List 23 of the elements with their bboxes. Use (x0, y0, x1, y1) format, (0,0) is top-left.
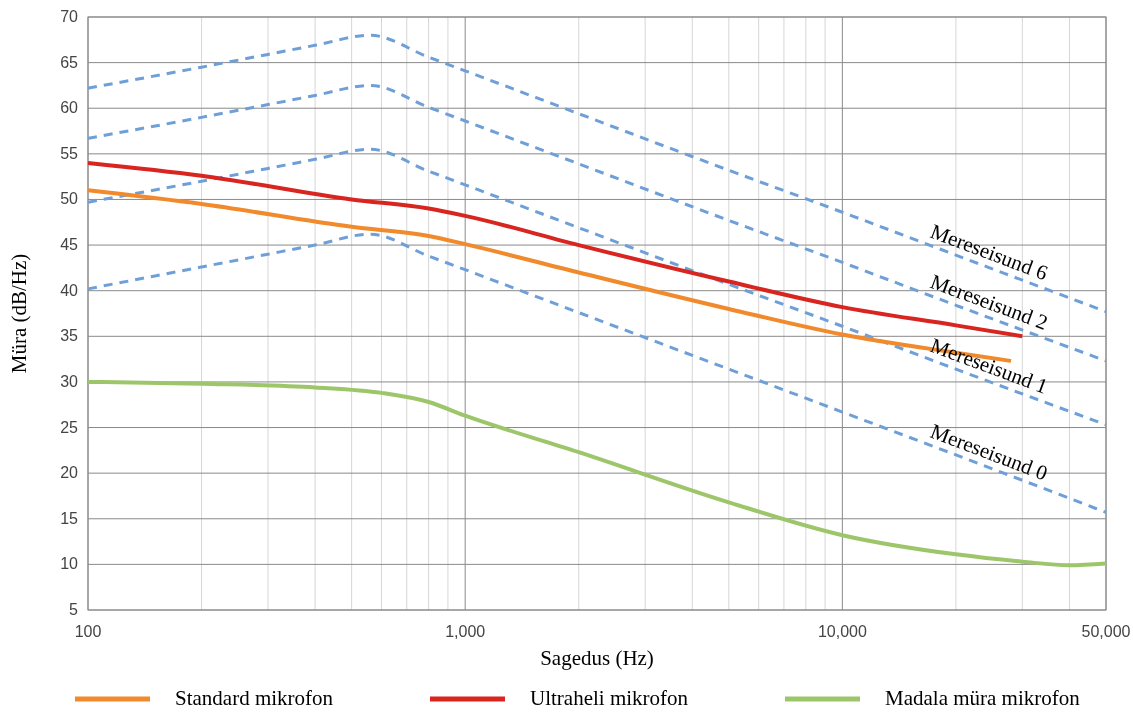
y-tick-label: 30 (60, 372, 79, 390)
y-tick-label: 60 (60, 99, 79, 117)
x-tick-label: 50,000 (1081, 623, 1131, 640)
legend-label: Madala müra mikrofon (885, 686, 1081, 710)
x-tick-label: 10,000 (817, 623, 867, 640)
y-tick-label: 70 (60, 8, 79, 25)
y-tick-label: 45 (60, 236, 79, 254)
y-tick-label: 50 (60, 190, 79, 208)
y-tick-label: 65 (60, 53, 79, 71)
x-axis-title: Sagedus (Hz) (540, 646, 654, 670)
y-tick-label: 35 (60, 327, 79, 345)
y-axis-title: Müra (dB/Hz) (7, 253, 31, 374)
y-tick-label: 5 (69, 601, 79, 618)
y-tick-label: 10 (60, 555, 79, 573)
y-tick-label: 15 (60, 509, 79, 527)
y-tick-label: 20 (60, 464, 79, 482)
y-tick-label: 25 (60, 418, 79, 436)
legend-label: Standard mikrofon (175, 686, 334, 710)
legend-label: Ultraheli mikrofon (530, 686, 689, 710)
x-tick-label: 1,000 (445, 623, 486, 640)
x-tick-label: 100 (74, 623, 102, 640)
y-tick-label: 40 (60, 281, 79, 299)
y-tick-label: 55 (60, 144, 79, 162)
